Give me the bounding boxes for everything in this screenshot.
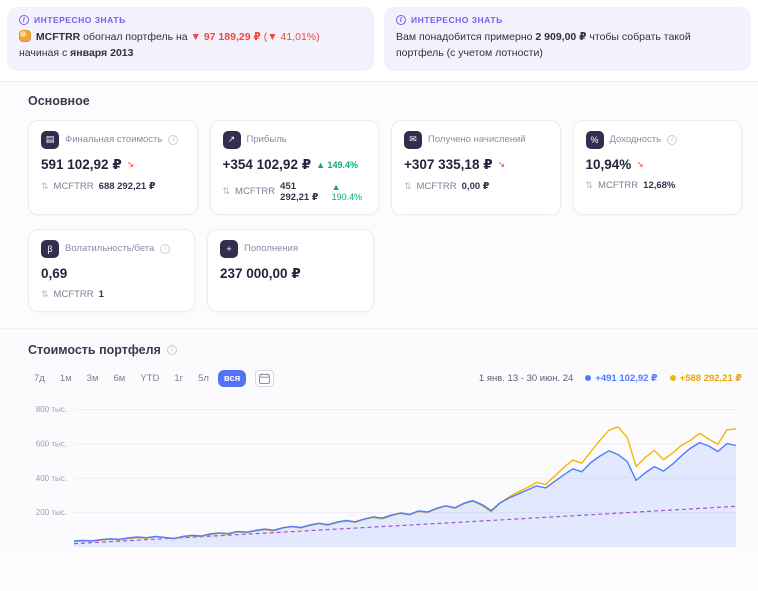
delta-value: ▼ 97 189,29 ₽ [190,31,261,43]
stat-card-label: Доходность [609,134,662,145]
legend-portfolio-value: +491 102,92 ₽ [595,372,658,384]
fun-fact-badge: i ИНТЕРЕСНО ЗНАТЬ [396,15,739,25]
stat-card-return: % Доходность i 10,94% ↘ ⇅ MCFTRR 12,68% [572,119,742,215]
envelope-icon: ✉ [404,130,422,149]
delta-percent: (▼ 41,01%) [263,31,320,43]
period-button-6m[interactable]: 6м [113,372,126,384]
date-range[interactable]: 1 янв. 13 - 30 июн. 24 [478,372,574,384]
tiger-emoji-icon [19,30,31,42]
benchmark-name: MCFTRR [235,186,276,197]
period-button-7d[interactable]: 7д [34,372,45,384]
info-icon[interactable]: i [168,134,179,145]
benchmark-name: MCFTRR [53,288,94,300]
stat-card-value: +307 335,18 ₽ [404,156,493,172]
percent-icon: % [585,130,604,149]
stat-card-label: Финальная стоимость [65,134,163,145]
fun-fact-text-tail: начиная с [19,46,68,59]
stat-card-value: 0,69 [41,265,68,281]
info-icon[interactable]: i [166,344,177,355]
portfolio-value-section: Стоимость портфеля i 7д 1м 3м 6м YTD 1г … [0,327,758,547]
stat-card-final-value: ▤ Финальная стоимость i 591 102,92 ₽ ↘ ⇅… [28,119,198,215]
fun-fact-text-mid: обогнал портфель на [83,31,188,43]
portfolio-chart[interactable]: 800 тыс. 600 тыс. 400 тыс. 200 тыс. [28,395,742,547]
benchmark-change-up: ▲ 190.4% [331,181,363,202]
stat-card-value: 10,94% [585,156,632,172]
period-button-1m[interactable]: 1м [59,372,72,384]
fun-fact-card-benchmark: i ИНТЕРЕСНО ЗНАТЬ MCFTRR обогнал портфел… [7,7,374,71]
stats-row-1: ▤ Финальная стоимость i 591 102,92 ₽ ↘ ⇅… [28,119,742,215]
period-button-1y[interactable]: 1г [174,372,184,384]
stat-card-value: 237 000,00 ₽ [220,265,301,281]
cost-text-after: чтобы собрать такой портфель (с учетом л… [396,31,691,59]
stat-card-label: Прибыль [246,134,287,145]
info-icon[interactable]: i [667,134,678,145]
section-title-main: Основное [28,93,90,108]
cost-text-before: Вам понадобится примерно [396,31,533,43]
stat-card-dividends: ✉ Получено начислений +307 335,18 ₽ ↘ ⇅ … [391,119,561,215]
benchmark-name: MCFTRR [598,179,639,191]
fun-fact-badge-label: ИНТЕРЕСНО ЗНАТЬ [34,15,126,25]
compare-icon: ⇅ [585,179,594,190]
fun-facts-row: i ИНТЕРЕСНО ЗНАТЬ MCFTRR обогнал портфел… [0,0,758,82]
trend-down-icon: ↘ [636,158,644,169]
period-button-ytd[interactable]: YTD [140,372,160,384]
calendar-icon[interactable] [255,369,275,387]
benchmark-ticker: MCFTRR [35,31,81,43]
benchmark-dot-icon [669,375,676,381]
compare-icon: ⇅ [41,288,49,299]
legend-benchmark: +588 292,21 ₽ [669,372,742,384]
benchmark-value: 0,00 ₽ [461,180,490,192]
compare-icon: ⇅ [404,180,412,191]
period-selector: 7д 1м 3м 6м YTD 1г 5л вся [28,369,275,387]
stat-card-deposits: + Пополнения 237 000,00 ₽ [207,228,374,312]
benchmark-value: 1 [98,288,104,300]
period-button-5y[interactable]: 5л [198,372,209,384]
portfolio-chart-canvas[interactable]: 800 тыс.600 тыс.400 тыс.200 тыс. [28,395,742,547]
benchmark-value: 688 292,21 ₽ [98,180,156,192]
legend-benchmark-value: +588 292,21 ₽ [679,372,742,384]
stat-card-volatility: β Волатильность/бета i 0,69 ⇅ MCFTRR 1 [28,228,195,312]
stat-card-value: 591 102,92 ₽ [41,156,122,172]
legend-portfolio: +491 102,92 ₽ [585,372,658,384]
plus-icon: + [220,239,238,258]
info-icon: i [19,15,29,25]
period-button-all[interactable]: вся [217,369,247,387]
svg-text:600 тыс.: 600 тыс. [36,439,67,448]
benchmark-value: 451 292,21 ₽ [280,180,319,203]
stat-card-label: Пополнения [244,243,299,254]
stat-card-label: Волатильность/бета [65,243,155,254]
fun-fact-badge-label: ИНТЕРЕСНО ЗНАТЬ [411,15,503,25]
benchmark-name: MCFTRR [416,180,457,192]
line-chart-icon: ↗ [222,130,241,149]
stat-card-label: Получено начислений [428,134,526,145]
stat-card-profit: ↗ Прибыль +354 102,92 ₽ ▲ 149.4% ⇅ MCFTR… [209,119,379,215]
trend-down-icon: ↘ [497,159,506,169]
chart-legend-row: 1 янв. 13 - 30 июн. 24 +491 102,92 ₽ +58… [479,373,742,384]
portfolio-dot-icon [585,375,592,381]
fun-fact-text: Вам понадобится примерно 2 909,00 ₽ чтоб… [396,30,739,62]
svg-text:800 тыс.: 800 тыс. [36,405,67,414]
value-change-up: ▲ 149.4% [316,159,359,170]
compare-icon: ⇅ [222,186,231,196]
fun-fact-badge: i ИНТЕРЕСНО ЗНАТЬ [19,15,362,25]
start-date: января 2013 [70,46,134,59]
period-button-3m[interactable]: 3м [86,372,99,384]
svg-text:400 тыс.: 400 тыс. [36,473,67,482]
cost-amount: 2 909,00 ₽ [535,31,587,43]
bar-chart-icon: ▤ [41,130,59,149]
trend-down-icon: ↘ [126,159,135,169]
chart-title: Стоимость портфеля [28,342,161,357]
fun-fact-card-cost: i ИНТЕРЕСНО ЗНАТЬ Вам понадобится пример… [384,7,751,71]
info-icon[interactable]: i [160,243,171,254]
stats-row-2: β Волатильность/бета i 0,69 ⇅ MCFTRR 1 +… [28,228,742,312]
info-icon: i [396,15,406,25]
compare-icon: ⇅ [41,180,49,191]
benchmark-name: MCFTRR [53,180,94,192]
fun-fact-text: MCFTRR обогнал портфель на ▼ 97 189,29 ₽… [19,30,362,62]
stat-card-value: +354 102,92 ₽ [222,156,312,172]
calendar-grid-icon [259,372,271,384]
beta-icon: β [41,239,59,258]
benchmark-value: 12,68% [643,179,676,191]
